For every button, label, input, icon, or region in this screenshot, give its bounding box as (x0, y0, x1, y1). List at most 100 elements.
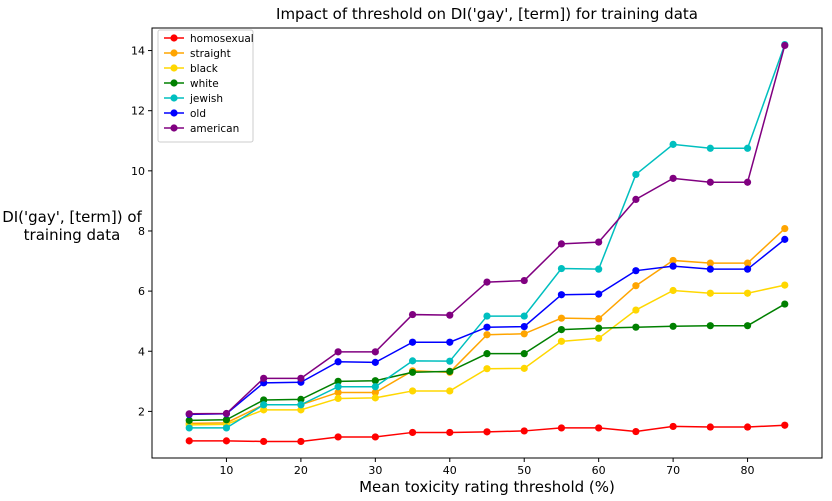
data-point-american (520, 276, 528, 285)
x-axis: 10 20 30 40 50 60 70 80 (219, 458, 755, 477)
legend-swatch-marker (170, 124, 178, 132)
data-point-white (222, 416, 231, 424)
series-homosexual (185, 421, 789, 446)
data-point-white (185, 416, 193, 425)
x-tick-label: 50 (517, 464, 531, 477)
y-tick-label: 6 (138, 285, 145, 298)
data-point-american (557, 240, 566, 248)
data-point-jewish (334, 383, 342, 391)
data-point-american (260, 374, 268, 382)
series-american (185, 41, 789, 418)
chart-title: Impact of threshold on DI('gay', [term])… (276, 5, 698, 23)
data-point-white (408, 368, 417, 376)
x-tick-label: 40 (443, 464, 457, 477)
data-point-black (446, 387, 454, 395)
data-point-white (520, 350, 528, 358)
y-axis-label-line-1: DI('gay', [term]) of (2, 208, 142, 226)
data-point-black (260, 406, 268, 414)
data-point-homosexual (632, 427, 640, 436)
legend-item-white: white (164, 78, 219, 90)
data-point-black (632, 306, 640, 314)
data-point-old (520, 322, 528, 331)
data-point-jewish (297, 401, 305, 409)
x-tick-label: 70 (666, 464, 680, 477)
data-point-old (557, 291, 566, 299)
data-point-black (781, 281, 789, 289)
data-point-jewish (371, 383, 379, 391)
data-point-jewish (520, 312, 528, 320)
data-point-white (632, 323, 640, 331)
data-point-american (483, 278, 491, 286)
data-point-american (222, 409, 231, 418)
data-point-american (334, 348, 342, 356)
series-black (185, 281, 789, 429)
data-point-old (408, 338, 417, 346)
data-point-white (297, 395, 305, 403)
data-point-jewish (706, 144, 714, 152)
data-point-straight (743, 259, 752, 267)
data-point-homosexual (781, 421, 789, 429)
x-axis-label: Mean toxicity rating threshold (%) (359, 478, 615, 496)
data-point-old (334, 358, 342, 366)
data-point-straight (632, 282, 640, 290)
data-point-straight (706, 259, 714, 267)
data-point-homosexual (371, 433, 379, 441)
x-tick-label: 20 (294, 464, 308, 477)
data-point-american (185, 410, 193, 418)
y-axis-label-line-2: training data (24, 226, 121, 244)
data-point-old (669, 262, 677, 270)
y-tick-label: 12 (131, 105, 145, 118)
series-white (185, 300, 789, 425)
x-tick-label: 80 (741, 464, 755, 477)
data-point-straight (595, 315, 603, 323)
x-tick-label: 60 (592, 464, 606, 477)
data-point-homosexual (557, 424, 566, 432)
data-point-jewish (743, 144, 752, 152)
data-point-white (371, 377, 379, 385)
data-point-american (743, 178, 752, 186)
data-point-jewish (185, 424, 193, 432)
data-point-straight (371, 388, 379, 397)
data-point-homosexual (743, 423, 752, 431)
data-point-homosexual (446, 428, 454, 437)
data-point-black (669, 286, 677, 295)
data-point-american (408, 310, 417, 319)
data-point-homosexual (260, 437, 268, 446)
legend-item-black: black (164, 63, 219, 75)
data-point-homosexual (520, 427, 528, 435)
data-point-homosexual (222, 437, 231, 445)
data-point-old (743, 265, 752, 273)
y-axis: 2 4 6 8 10 12 14 (131, 45, 152, 418)
legend-label: american (190, 123, 239, 135)
legend-item-straight: straight (164, 48, 231, 60)
data-point-black (557, 337, 566, 345)
data-point-white (595, 324, 603, 332)
legend-swatch-marker (170, 94, 178, 102)
data-point-homosexual (483, 428, 491, 436)
data-point-homosexual (669, 422, 677, 431)
legend: homosexual straight black white jewish old ame… (157, 29, 254, 143)
data-point-old (446, 338, 454, 346)
legend-item-american: american (164, 123, 239, 135)
legend-label: straight (190, 48, 231, 60)
data-point-old (632, 267, 640, 275)
data-point-homosexual (185, 437, 193, 445)
data-point-black (297, 406, 305, 414)
legend-swatch-marker (170, 109, 178, 117)
data-point-black (520, 364, 528, 372)
legend-swatch-marker (170, 49, 178, 57)
data-point-white (669, 322, 677, 330)
legend-label: black (190, 63, 219, 75)
data-point-black (743, 289, 752, 297)
legend-item-jewish: jewish (164, 93, 223, 105)
data-point-white (781, 300, 789, 308)
legend-item-old: old (164, 108, 206, 120)
data-point-homosexual (595, 424, 603, 432)
x-tick-label: 10 (219, 464, 233, 477)
data-point-american (371, 348, 379, 356)
data-point-old (706, 265, 714, 273)
data-point-american (446, 311, 454, 319)
data-point-homosexual (297, 437, 305, 446)
data-point-american (706, 178, 714, 186)
